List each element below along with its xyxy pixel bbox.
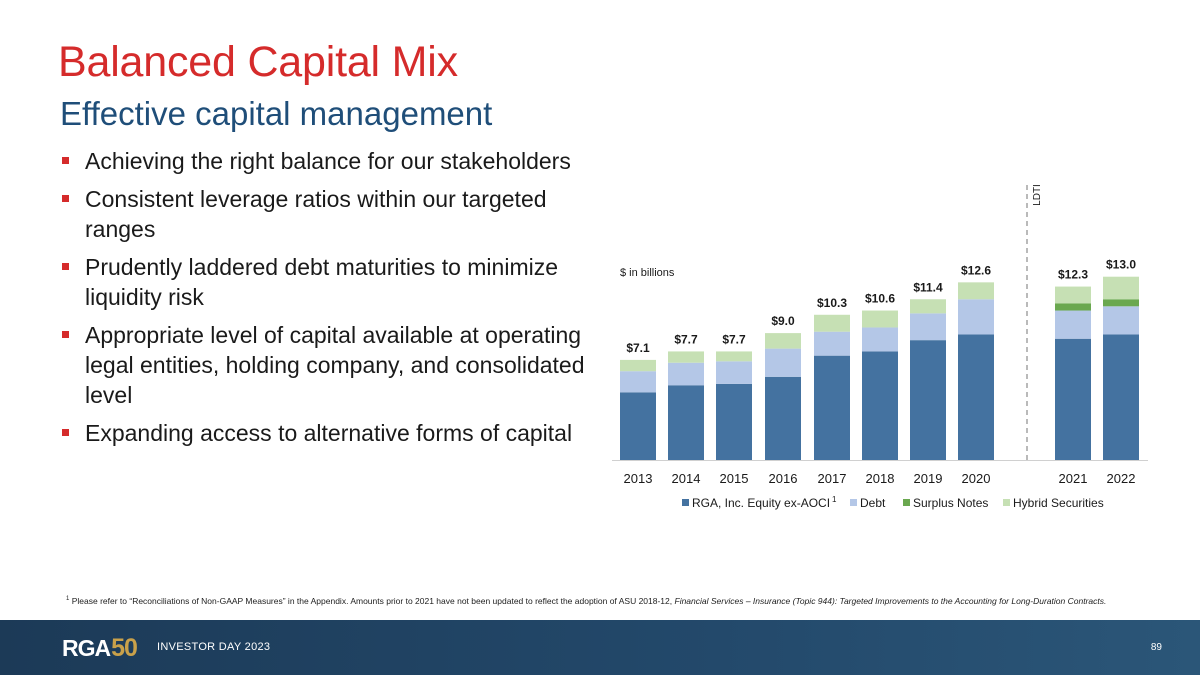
bar-segment-rga-inc-equity-ex-aoci-2022: [1103, 334, 1139, 460]
bar-segment-debt-2018: [862, 327, 898, 352]
page-number: 89: [1150, 642, 1162, 653]
rga-50-logo: RGA 50: [62, 633, 138, 662]
capital-mix-chart: $7.1 2013 $7.7 2014 $7.7 2015 $9.0 2016 $10.3 201…: [612, 184, 1148, 510]
unit-label: $ in billions: [620, 267, 675, 279]
x-tick-label-2016: 2016: [769, 471, 798, 486]
bar-segment-hybrid-securities-2016: [765, 333, 801, 349]
ldti-divider-label: LDTI: [1032, 184, 1043, 206]
legend-label-hybrid-securities: Hybrid Securities: [1013, 496, 1104, 510]
total-label-2014: $7.7: [674, 332, 698, 346]
bar-segment-debt-2020: [958, 299, 994, 335]
bar-segment-hybrid-securities-2018: [862, 310, 898, 328]
bullet-item: Achieving the right balance for our stak…: [62, 146, 592, 176]
bullet-list: Achieving the right balance for our stak…: [62, 146, 592, 456]
logo-rga-text: RGA: [62, 634, 111, 661]
bar-segment-rga-inc-equity-ex-aoci-2014: [668, 385, 704, 460]
bar-segment-debt-2022: [1103, 306, 1139, 335]
bullet-square-icon: [62, 195, 69, 202]
total-label-2020: $12.6: [961, 263, 991, 277]
bar-segment-rga-inc-equity-ex-aoci-2021: [1055, 338, 1091, 460]
bullet-text: Achieving the right balance for our stak…: [85, 148, 571, 174]
bar-segment-hybrid-securities-2017: [814, 314, 850, 332]
total-label-2017: $10.3: [817, 296, 847, 310]
bullet-text: Consistent leverage ratios within our ta…: [85, 186, 547, 242]
total-label-2016: $9.0: [771, 314, 795, 328]
bullet-text: Prudently laddered debt maturities to mi…: [85, 254, 559, 310]
bar-segment-surplus-notes-2021: [1055, 303, 1091, 311]
bar-segment-surplus-notes-2022: [1103, 299, 1139, 307]
bar-segment-hybrid-securities-2013: [620, 359, 656, 372]
x-tick-label-2014: 2014: [672, 471, 701, 486]
legend-swatch-surplus-notes: [903, 499, 910, 506]
x-tick-label-2018: 2018: [866, 471, 895, 486]
legend-label-surplus-notes: Surplus Notes: [913, 496, 988, 510]
page-subtitle: Effective capital management: [60, 95, 493, 132]
legend-footnote-marker: 1: [832, 495, 837, 504]
legend-swatch-rga-inc-equity-ex-aoci: [682, 499, 689, 506]
bullet-square-icon: [62, 331, 69, 338]
bar-segment-hybrid-securities-2019: [910, 299, 946, 314]
legend-label-rga-inc-equity-ex-aoci: RGA, Inc. Equity ex-AOCI 1: [692, 495, 837, 510]
bullet-square-icon: [62, 429, 69, 436]
bullet-square-icon: [62, 157, 69, 164]
legend-swatch-hybrid-securities: [1003, 499, 1010, 506]
bar-segment-rga-inc-equity-ex-aoci-2018: [862, 351, 898, 460]
x-tick-label-2019: 2019: [914, 471, 943, 486]
bullet-text: Appropriate level of capital available a…: [85, 322, 585, 408]
bar-segment-hybrid-securities-2020: [958, 282, 994, 300]
bullet-square-icon: [62, 263, 69, 270]
x-tick-label-2022: 2022: [1107, 471, 1136, 486]
total-label-2013: $7.1: [626, 341, 650, 355]
bar-segment-rga-inc-equity-ex-aoci-2019: [910, 340, 946, 460]
footnote-italic-text: Financial Services – Insurance (Topic 94…: [674, 595, 1107, 606]
total-label-2018: $10.6: [865, 292, 895, 306]
footnote: 1 Please refer to “Reconciliations of No…: [66, 593, 1146, 607]
page-title: Balanced Capital Mix: [58, 38, 458, 86]
legend-swatch-debt: [850, 499, 857, 506]
bar-segment-debt-2017: [814, 331, 850, 356]
bar-segment-debt-2013: [620, 371, 656, 393]
bullet-item: Consistent leverage ratios within our ta…: [62, 184, 592, 244]
bullet-item: Expanding access to alternative forms of…: [62, 418, 592, 448]
total-label-2021: $12.3: [1058, 268, 1088, 282]
bullet-item: Appropriate level of capital available a…: [62, 320, 592, 410]
bar-segment-debt-2019: [910, 313, 946, 341]
bar-segment-debt-2015: [716, 361, 752, 384]
footnote-text: Please refer to “Reconciliations of Non-…: [71, 595, 675, 606]
bar-segment-rga-inc-equity-ex-aoci-2015: [716, 383, 752, 460]
event-name: INVESTOR DAY 2023: [157, 641, 271, 653]
total-label-2022: $13.0: [1106, 258, 1136, 272]
x-tick-label-2015: 2015: [720, 471, 749, 486]
x-tick-label-2021: 2021: [1059, 471, 1088, 486]
legend-label-debt: Debt: [860, 496, 886, 510]
bar-segment-debt-2014: [668, 362, 704, 386]
total-label-2015: $7.7: [722, 332, 746, 346]
total-label-2019: $11.4: [913, 280, 943, 294]
bar-segment-hybrid-securities-2015: [716, 351, 752, 362]
bar-segment-rga-inc-equity-ex-aoci-2016: [765, 376, 801, 460]
bar-segment-rga-inc-equity-ex-aoci-2017: [814, 355, 850, 460]
bar-segment-debt-2021: [1055, 310, 1091, 339]
bar-segment-hybrid-securities-2014: [668, 351, 704, 363]
bullet-item: Prudently laddered debt maturities to mi…: [62, 252, 592, 312]
bar-segment-debt-2016: [765, 348, 801, 377]
bar-segment-rga-inc-equity-ex-aoci-2013: [620, 392, 656, 460]
bar-segment-hybrid-securities-2022: [1103, 276, 1139, 300]
bar-segment-rga-inc-equity-ex-aoci-2020: [958, 334, 994, 460]
bullet-text: Expanding access to alternative forms of…: [85, 420, 573, 446]
logo-50-text: 50: [111, 633, 138, 662]
bar-segment-hybrid-securities-2021: [1055, 286, 1091, 304]
footnote-marker: 1: [66, 596, 70, 602]
x-tick-label-2017: 2017: [818, 471, 847, 486]
x-tick-label-2020: 2020: [962, 471, 991, 486]
footer-bar: RGA 50 INVESTOR DAY 2023 89: [0, 620, 1200, 675]
x-tick-label-2013: 2013: [624, 471, 653, 486]
